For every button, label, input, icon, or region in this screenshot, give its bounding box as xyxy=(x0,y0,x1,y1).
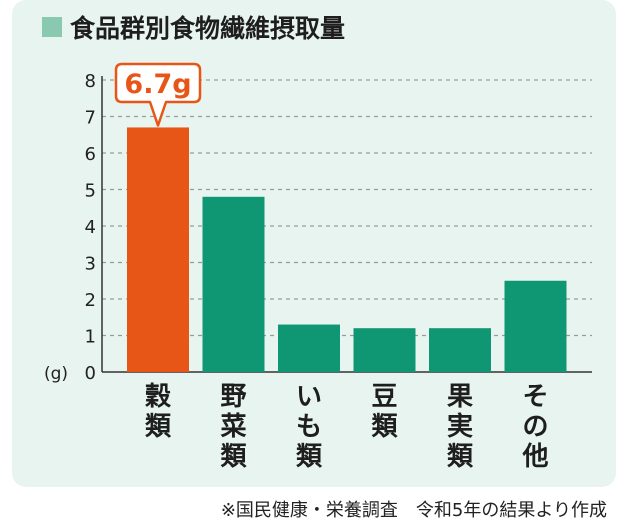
bar xyxy=(278,324,340,372)
y-tick-label: 4 xyxy=(85,217,96,238)
bar xyxy=(127,127,189,372)
y-tick-label: 0 xyxy=(85,363,96,384)
y-tick-label: 6 xyxy=(85,144,96,165)
x-category-label: その他 xyxy=(521,382,548,472)
source-note: ※国民健康・栄養調査 令和5年の結果より作成 xyxy=(220,500,607,521)
y-tick-label: 5 xyxy=(85,181,96,202)
bar xyxy=(353,328,416,372)
y-tick-label: 1 xyxy=(85,327,96,348)
bar xyxy=(504,280,567,372)
value-callout-label: 6.7g xyxy=(124,69,191,100)
y-tick-label: 8 xyxy=(85,71,96,92)
chart-title: 食品群別食物繊維摂取量 xyxy=(42,10,345,44)
y-tick-label: 3 xyxy=(85,254,96,275)
title-square-icon xyxy=(42,17,62,37)
y-tick-label: 2 xyxy=(85,290,96,311)
y-axis-unit-label: (g) xyxy=(44,364,68,384)
x-category-label: いも類 xyxy=(296,382,323,472)
value-callout xyxy=(114,62,202,127)
y-tick-label: 7 xyxy=(85,108,96,129)
chart-card xyxy=(12,0,616,487)
x-category-label: 果実類 xyxy=(447,382,474,472)
x-category-label: 豆類 xyxy=(371,382,398,442)
chart-title-text: 食品群別食物繊維摂取量 xyxy=(70,14,346,43)
bar xyxy=(429,328,491,372)
x-category-label: 野菜類 xyxy=(219,382,247,472)
bar xyxy=(202,196,265,372)
x-category-label: 穀類 xyxy=(145,382,172,442)
